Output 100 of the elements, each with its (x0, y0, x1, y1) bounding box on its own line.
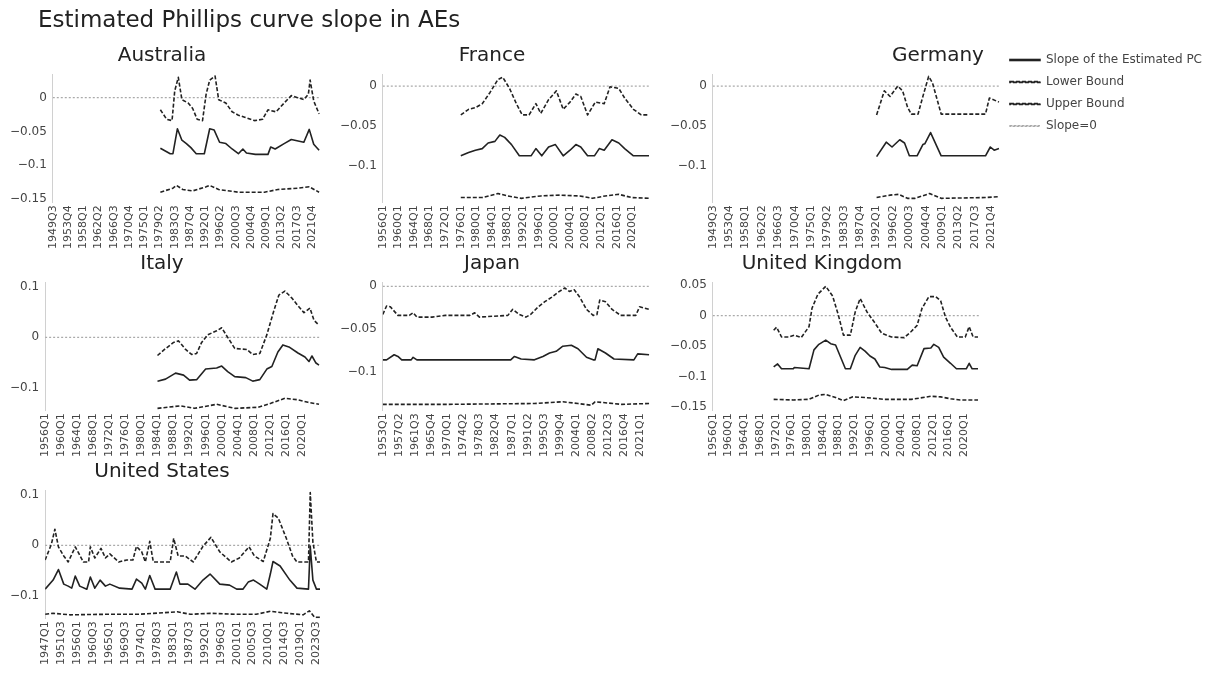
x-tick-label: 2000Q1 (547, 205, 561, 250)
y-tick-label: 0 (369, 278, 377, 293)
x-tick-label: 1974Q1 (133, 621, 147, 666)
line-series (875, 75, 1000, 116)
x-tick-label: 1970Q4 (121, 205, 135, 250)
legend-label: Slope of the Estimated PC (1045, 52, 1202, 67)
x-tick-label: 2016Q1 (278, 413, 292, 458)
x-tick-label: 2013Q2 (274, 205, 288, 250)
x-tick-label: 2014Q3 (277, 621, 291, 666)
x-tick-label: 1974Q2 (456, 413, 470, 458)
x-tick-label: 1970Q1 (440, 413, 454, 458)
chart-title: Germany (892, 42, 985, 67)
x-tick-label: 1980Q1 (469, 205, 483, 250)
x-tick-label: 2000Q3 (902, 205, 916, 250)
x-tick-label: 1976Q1 (118, 413, 132, 458)
x-tick-label: 1951Q3 (53, 621, 67, 666)
x-tick-label: 1983Q1 (165, 621, 179, 666)
x-tick-label: 1999Q4 (552, 413, 566, 458)
x-tick-label: 1979Q2 (820, 205, 834, 250)
x-tick-label: 2016Q1 (941, 413, 955, 458)
x-tick-label: 1953Q4 (722, 205, 736, 250)
x-tick-label: 2008Q1 (246, 413, 260, 458)
x-tick-label: 1975Q1 (803, 205, 817, 250)
x-tick-label: 1984Q1 (150, 413, 164, 458)
x-tick-label: 1980Q1 (134, 413, 148, 458)
x-tick-label: 1949Q3 (705, 205, 719, 250)
line-series (460, 76, 650, 116)
x-tick-label: 1962Q2 (91, 205, 105, 250)
chart-title: Japan (462, 250, 520, 275)
chart-title: United Kingdom (741, 250, 903, 275)
x-tick-label: 1996Q1 (862, 413, 876, 458)
line-series (159, 184, 320, 194)
x-tick-label: 1972Q1 (438, 205, 452, 250)
y-tick-label: −0.05 (339, 321, 377, 336)
x-tick-label: 1996Q2 (885, 205, 899, 250)
x-tick-label: 1972Q1 (768, 413, 782, 458)
y-tick-label: 0 (39, 89, 47, 104)
line-series (156, 290, 320, 357)
x-tick-label: 1987Q3 (181, 621, 195, 666)
x-tick-label: 1992Q1 (182, 413, 196, 458)
x-tick-label: 2023Q3 (309, 621, 323, 666)
x-tick-label: 1947Q1 (38, 621, 51, 666)
x-tick-label: 1956Q1 (375, 205, 389, 250)
x-tick-label: 2016Q1 (609, 205, 623, 250)
x-tick-label: 1979Q2 (152, 205, 166, 250)
x-tick-label: 1972Q1 (102, 413, 116, 458)
y-tick-label: 0 (31, 329, 40, 344)
x-tick-label: 1984Q1 (815, 413, 829, 458)
x-tick-label: 2019Q1 (293, 621, 307, 666)
y-tick-label: −0.1 (10, 379, 40, 394)
y-tick-label: 0 (369, 78, 377, 93)
y-tick-label: −0.1 (347, 363, 377, 378)
x-tick-label: 1960Q1 (721, 413, 735, 458)
x-tick-label: 1976Q1 (453, 205, 467, 250)
y-tick-label: −0.05 (339, 118, 377, 133)
line-series (45, 610, 320, 619)
x-tick-label: 2008Q1 (578, 205, 592, 250)
x-tick-label: 1987Q4 (853, 205, 867, 250)
x-tick-label: 2010Q1 (261, 621, 275, 666)
x-tick-label: 1968Q1 (752, 413, 766, 458)
x-tick-label: 1953Q1 (375, 413, 389, 458)
x-tick-label: 2017Q3 (289, 205, 303, 250)
x-tick-label: 1964Q1 (70, 413, 84, 458)
chart-title: Italy (140, 250, 184, 275)
x-tick-label: 2016Q4 (617, 413, 631, 458)
x-tick-label: 1957Q2 (391, 413, 405, 458)
x-tick-label: 2012Q1 (262, 413, 276, 458)
x-tick-label: 1961Q3 (407, 413, 421, 458)
x-tick-label: 1992Q1 (197, 621, 211, 666)
x-tick-label: 2009Q1 (935, 205, 948, 250)
x-tick-label: 1962Q2 (754, 205, 768, 250)
x-tick-label: 1960Q1 (54, 413, 68, 458)
x-tick-label: 1968Q1 (86, 413, 100, 458)
x-tick-label: 1995Q3 (536, 413, 550, 458)
line-series (382, 287, 650, 318)
x-tick-label: 2021Q4 (304, 205, 318, 250)
x-tick-label: 1992Q1 (869, 205, 883, 250)
line-series (159, 75, 320, 122)
x-tick-label: 1956Q1 (705, 413, 719, 458)
x-tick-label: 1965Q4 (423, 413, 437, 458)
x-tick-label: 2009Q1 (259, 205, 273, 250)
x-tick-label: 1991Q2 (520, 413, 534, 458)
y-tick-label: −0.1 (677, 368, 707, 383)
x-tick-label: 1983Q3 (167, 205, 181, 250)
x-tick-label: 2020Q1 (625, 205, 639, 250)
x-tick-label: 2004Q4 (918, 205, 932, 250)
y-tick-label: 0.1 (20, 487, 40, 502)
y-tick-label: −0.15 (9, 191, 47, 206)
x-tick-label: 2012Q1 (594, 205, 608, 250)
x-tick-label: 1992Q1 (198, 205, 212, 250)
x-tick-label: 2004Q1 (230, 413, 244, 458)
x-tick-label: 2001Q1 (229, 621, 243, 666)
x-tick-label: 1953Q4 (60, 205, 74, 250)
x-tick-label: 1996Q1 (531, 205, 545, 250)
x-tick-label: 1958Q1 (76, 205, 90, 250)
x-tick-label: 2020Q1 (957, 413, 971, 458)
x-tick-label: 2000Q1 (214, 413, 228, 458)
x-tick-label: 1992Q1 (516, 205, 530, 250)
x-tick-label: 1960Q3 (85, 621, 99, 666)
x-tick-label: 1958Q1 (738, 205, 752, 250)
